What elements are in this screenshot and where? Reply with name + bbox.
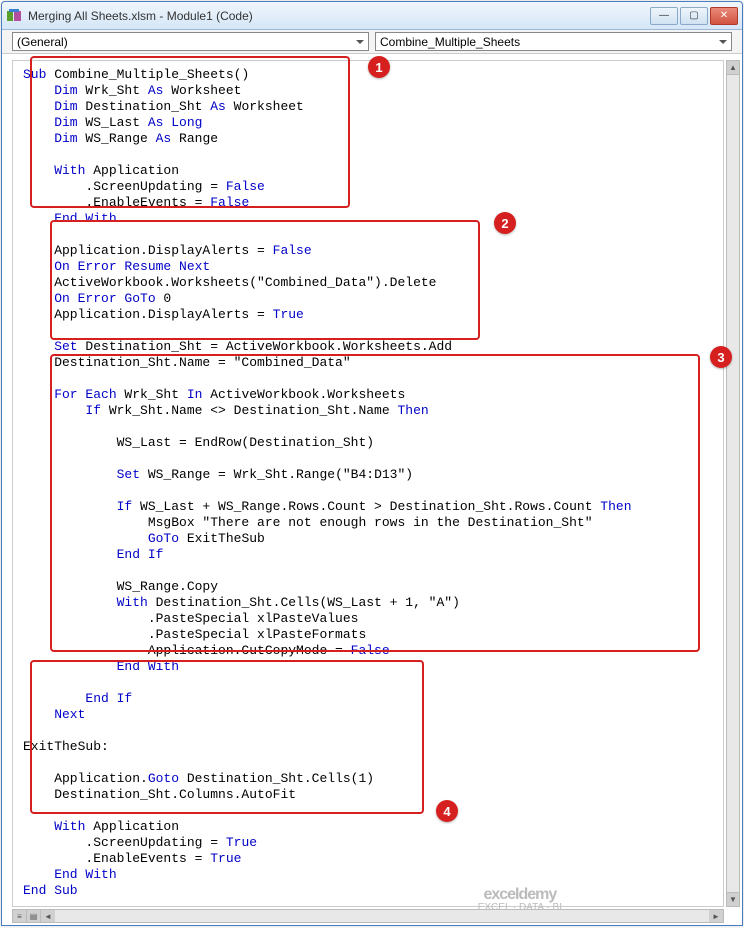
procedure-dropdown[interactable]: Combine_Multiple_Sheets [375,32,732,51]
vertical-scrollbar[interactable]: ▲ ▼ [726,60,740,907]
code-editor[interactable]: Sub Combine_Multiple_Sheets() Dim Wrk_Sh… [12,60,724,907]
scroll-down-icon[interactable]: ▼ [727,892,739,906]
vba-icon [6,8,22,24]
vba-code-window: Merging All Sheets.xlsm - Module1 (Code)… [1,1,743,926]
window-buttons: — ▢ ✕ [650,7,738,25]
titlebar[interactable]: Merging All Sheets.xlsm - Module1 (Code)… [2,2,742,30]
close-button[interactable]: ✕ [710,7,738,25]
window-title: Merging All Sheets.xlsm - Module1 (Code) [28,9,650,23]
scroll-right-icon[interactable]: ► [709,910,723,922]
scroll-up-icon[interactable]: ▲ [727,61,739,75]
minimize-button[interactable]: — [650,7,678,25]
dropdown-bar: (General) Combine_Multiple_Sheets [2,30,742,54]
scope-dropdown[interactable]: (General) [12,32,369,51]
code-container: Sub Combine_Multiple_Sheets() Dim Wrk_Sh… [2,54,742,925]
proc-view-toggle[interactable]: ≡ [13,910,27,922]
maximize-button[interactable]: ▢ [680,7,708,25]
horizontal-scrollbar[interactable]: ≡ ▤ ◄ ► [12,909,724,923]
full-view-toggle[interactable]: ▤ [27,910,41,922]
scroll-left-icon[interactable]: ◄ [41,910,55,922]
